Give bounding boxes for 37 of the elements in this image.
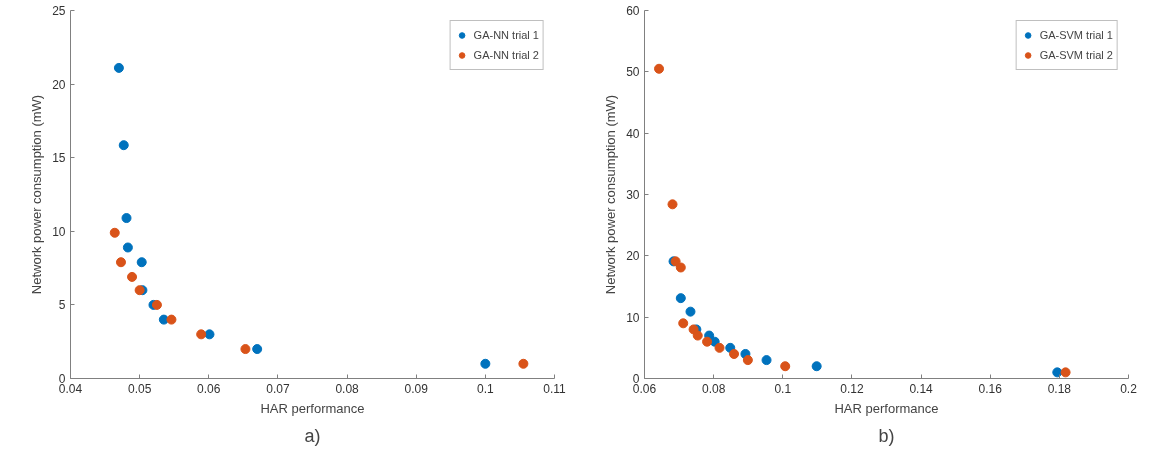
y-tick-label: 10 <box>52 224 66 239</box>
y-tick-label: 40 <box>626 126 640 141</box>
x-tick-label: 0.14 <box>909 381 934 396</box>
x-tick-label: 0.07 <box>266 381 290 396</box>
text: a) <box>304 425 321 446</box>
legend-label: GA-SVM trial 2 <box>1039 49 1113 61</box>
x-tick-label: 0.09 <box>404 381 429 396</box>
y-tick-label: 20 <box>626 249 640 264</box>
y-tick-label: 5 <box>58 298 66 313</box>
y-axis-title: Network power consumption (mW) <box>603 94 619 295</box>
legend-label: GA-NN trial 2 <box>473 49 539 61</box>
x-tick-label: 0.11 <box>543 381 567 396</box>
legend-label: GA-SVM trial 1 <box>1039 29 1113 41</box>
x-axis-title: HAR performance <box>834 400 939 416</box>
y-tick-label: 0 <box>632 372 640 386</box>
legend-label: GA-NN trial 1 <box>473 29 539 41</box>
text: b) <box>878 425 895 446</box>
y-tick-label: 50 <box>626 65 640 80</box>
x-axis-title: HAR performance <box>260 400 365 416</box>
x-tick-label: 0.12 <box>840 381 864 396</box>
y-tick-label: 0 <box>58 372 66 386</box>
y-tick-label: 10 <box>626 310 640 325</box>
x-tick-label: 0.08 <box>701 381 726 396</box>
x-tick-label: 0.05 <box>127 381 152 396</box>
y-tick-label: 30 <box>626 188 640 202</box>
x-tick-label: 0.16 <box>978 381 1003 396</box>
y-tick-label: 20 <box>52 77 66 92</box>
y-axis-title: Network power consumption (mW) <box>29 94 45 295</box>
y-tick-label: 15 <box>52 151 66 166</box>
x-tick-label: 0.1 <box>774 381 792 396</box>
x-tick-label: 0.1 <box>477 381 495 396</box>
x-tick-label: 0.08 <box>335 381 360 396</box>
x-tick-label: 0.2 <box>1120 381 1138 396</box>
y-tick-label: 25 <box>52 4 66 18</box>
x-tick-label: 0.18 <box>1047 381 1072 396</box>
x-tick-label: 0.06 <box>197 381 221 396</box>
y-tick-label: 60 <box>626 4 640 18</box>
